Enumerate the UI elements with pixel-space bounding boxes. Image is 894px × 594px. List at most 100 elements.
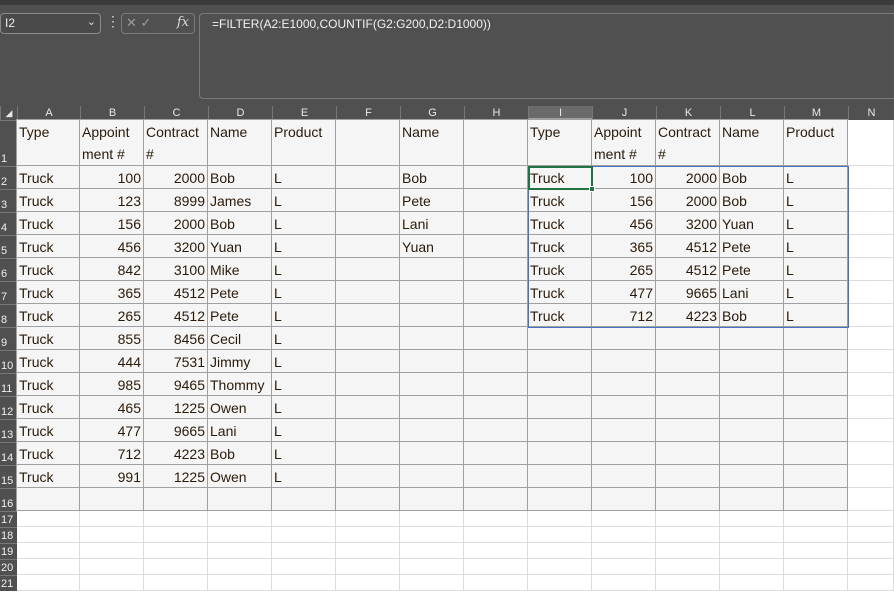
cell-B9[interactable]: 855 [79,326,144,350]
cancel-icon[interactable]: ✕ [126,15,137,30]
cell-F1[interactable] [335,119,400,166]
cell-C18[interactable] [144,527,208,543]
formula-input[interactable]: =FILTER(A2:E1000,COUNTIF(G2:G200,D2:D100… [199,13,894,99]
row-header-1[interactable]: 1 [0,120,17,166]
cell-J1[interactable]: Appoint ment # [591,119,656,166]
cell-N4[interactable] [848,212,894,235]
cell-K19[interactable] [656,543,720,559]
cell-M3[interactable]: L [783,188,848,212]
cell-N10[interactable] [848,350,894,373]
row-header-15[interactable]: 15 [0,465,17,488]
cell-D11[interactable]: Thommy [207,372,272,396]
cell-E18[interactable] [272,527,336,543]
cell-A6[interactable]: Truck [16,257,80,281]
cell-K5[interactable]: 4512 [655,234,720,258]
cell-N3[interactable] [848,189,894,212]
cell-L5[interactable]: Pete [719,234,784,258]
row-header-17[interactable]: 17 [0,511,17,527]
cell-C3[interactable]: 8999 [143,188,208,212]
cell-C2[interactable]: 2000 [143,165,208,189]
cell-N11[interactable] [848,373,894,396]
cell-H1[interactable] [463,119,528,166]
cell-I8[interactable]: Truck [527,303,592,327]
cell-J20[interactable] [592,559,656,575]
cell-F11[interactable] [335,372,400,396]
row-header-2[interactable]: 2 [0,166,17,189]
cell-L7[interactable]: Lani [719,280,784,304]
cell-K8[interactable]: 4223 [655,303,720,327]
cell-E4[interactable]: L [271,211,336,235]
cell-K20[interactable] [656,559,720,575]
row-header-5[interactable]: 5 [0,235,17,258]
column-header-A[interactable]: A [17,106,80,120]
cell-J19[interactable] [592,543,656,559]
cell-H12[interactable] [463,395,528,419]
cell-A2[interactable]: Truck [16,165,80,189]
cell-L3[interactable]: Bob [719,188,784,212]
cell-L19[interactable] [720,543,784,559]
cell-M6[interactable]: L [783,257,848,281]
cell-M13[interactable] [783,418,848,442]
cell-J17[interactable] [592,511,656,527]
cell-G10[interactable] [399,349,464,373]
cell-I19[interactable] [528,543,592,559]
row-header-10[interactable]: 10 [0,350,17,373]
cell-N7[interactable] [848,281,894,304]
cell-I21[interactable] [528,575,592,591]
cell-A5[interactable]: Truck [16,234,80,258]
cell-K14[interactable] [655,441,720,465]
cell-C11[interactable]: 9465 [143,372,208,396]
cell-D2[interactable]: Bob [207,165,272,189]
cell-F4[interactable] [335,211,400,235]
cell-H21[interactable] [464,575,528,591]
cell-C6[interactable]: 3100 [143,257,208,281]
cell-A10[interactable]: Truck [16,349,80,373]
cell-B18[interactable] [80,527,144,543]
cell-K3[interactable]: 2000 [655,188,720,212]
column-header-L[interactable]: L [720,106,784,120]
cell-E12[interactable]: L [271,395,336,419]
cell-F10[interactable] [335,349,400,373]
row-header-6[interactable]: 6 [0,258,17,281]
cell-H11[interactable] [463,372,528,396]
cell-H17[interactable] [464,511,528,527]
cell-K12[interactable] [655,395,720,419]
cell-G4[interactable]: Lani [399,211,464,235]
cell-C10[interactable]: 7531 [143,349,208,373]
cell-F7[interactable] [335,280,400,304]
cell-M20[interactable] [784,559,848,575]
cell-C1[interactable]: Contract # [143,119,208,166]
insert-function-icon[interactable]: fx [176,15,189,30]
cell-D16[interactable] [207,487,272,511]
cell-L14[interactable] [719,441,784,465]
cell-N20[interactable] [848,559,894,575]
cell-M5[interactable]: L [783,234,848,258]
cell-J2[interactable]: 100 [591,165,656,189]
cell-I16[interactable] [527,487,592,511]
cell-K4[interactable]: 3200 [655,211,720,235]
row-header-8[interactable]: 8 [0,304,17,327]
cell-G16[interactable] [399,487,464,511]
cell-L20[interactable] [720,559,784,575]
cell-A4[interactable]: Truck [16,211,80,235]
cell-I7[interactable]: Truck [527,280,592,304]
cell-D12[interactable]: Owen [207,395,272,419]
cell-G20[interactable] [400,559,464,575]
cell-K2[interactable]: 2000 [655,165,720,189]
cell-J15[interactable] [591,464,656,488]
cell-B3[interactable]: 123 [79,188,144,212]
cell-F3[interactable] [335,188,400,212]
cell-B2[interactable]: 100 [79,165,144,189]
column-header-E[interactable]: E [272,106,336,120]
cell-A16[interactable] [16,487,80,511]
cell-M2[interactable]: L [783,165,848,189]
chevron-down-icon[interactable]: ⌄ [86,16,96,28]
cell-H16[interactable] [463,487,528,511]
column-header-K[interactable]: K [656,106,720,120]
column-header-N[interactable]: N [848,106,894,120]
cell-G9[interactable] [399,326,464,350]
cell-B1[interactable]: Appoint ment # [79,119,144,166]
cell-F2[interactable] [335,165,400,189]
cell-I10[interactable] [527,349,592,373]
cell-M12[interactable] [783,395,848,419]
